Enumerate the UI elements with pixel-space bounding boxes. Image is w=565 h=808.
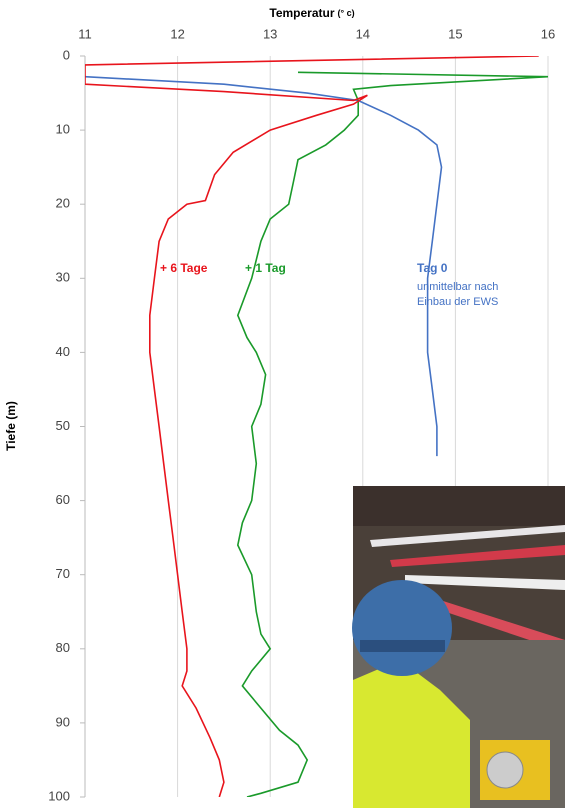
y-tick-label: 50	[56, 418, 70, 433]
y-tick-label: 20	[56, 196, 70, 211]
x-tick-label: 15	[448, 26, 462, 41]
y-tick-label: 0	[63, 47, 70, 62]
y-tick-label: 80	[56, 640, 70, 655]
annotation: Einbau der EWS	[417, 296, 498, 308]
series-label: + 1 Tag	[245, 261, 286, 275]
x-label: Temperatur	[269, 6, 334, 20]
y-label: Tiefe (m)	[4, 401, 18, 451]
x-tick-label: 13	[263, 26, 277, 41]
x-tick-label: 11	[78, 26, 92, 41]
chart: Temperatur (° c) Tiefe (m) 11 12 13 14 15 16 0 1…	[0, 0, 565, 808]
annotation: unmittelbar nach	[417, 281, 498, 293]
x-label-unit: (° c)	[338, 8, 355, 18]
y-tick-label: 90	[56, 714, 70, 729]
y-tick-label: 30	[56, 270, 70, 285]
x-tick-label: 14	[356, 26, 370, 41]
y-tick-label: 10	[56, 122, 70, 137]
labels: Tag 0 + 1 Tag + 6 Tage unmittelbar nach Einb…	[160, 261, 498, 308]
x-tick-label: 12	[170, 26, 184, 41]
axis-title: Temperatur (° c)	[269, 6, 354, 20]
y-tick-label: 40	[56, 344, 70, 359]
y-tick-label: 60	[56, 492, 70, 507]
series-label: Tag 0	[417, 261, 448, 275]
photo-inset	[352, 486, 565, 808]
series-label: + 6 Tage	[160, 261, 208, 275]
page: {"chart_data": {"type": "line", "x_label…	[0, 0, 565, 808]
x-tick-label: 16	[541, 26, 555, 41]
y-tick-label: 100	[48, 788, 70, 803]
y-tick-label: 70	[56, 566, 70, 581]
